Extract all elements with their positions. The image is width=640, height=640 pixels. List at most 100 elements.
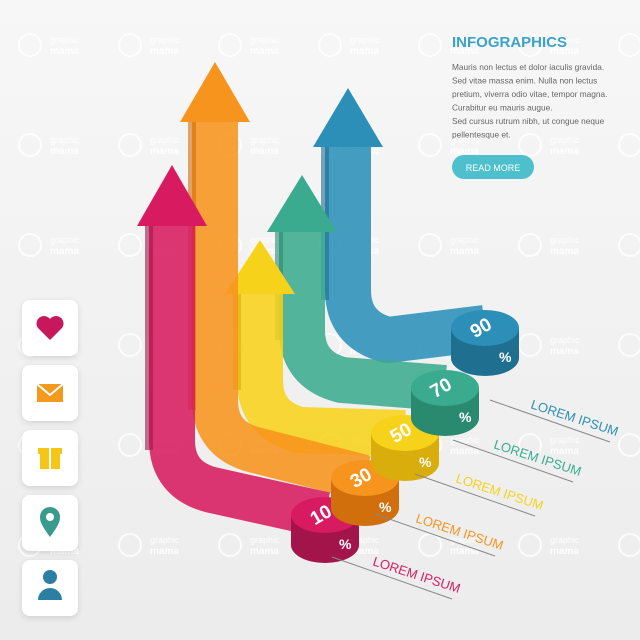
watermark-logo bbox=[618, 133, 640, 157]
watermark-logo bbox=[418, 33, 442, 57]
watermark-text: graphic bbox=[350, 35, 380, 45]
watermark-text: graphic bbox=[250, 535, 280, 545]
watermark-text: graphic bbox=[150, 135, 180, 145]
step-underline bbox=[374, 513, 496, 557]
watermark-logo bbox=[318, 33, 342, 57]
pin-icon bbox=[40, 507, 60, 537]
percent-sign: % bbox=[419, 454, 432, 470]
watermark-logo bbox=[118, 133, 142, 157]
watermark-text: mama bbox=[250, 46, 279, 57]
step-underline bbox=[331, 556, 453, 600]
watermark-text: mama bbox=[250, 146, 279, 157]
watermark-text: graphic bbox=[450, 135, 480, 145]
arrow-head bbox=[180, 62, 250, 122]
step-underline bbox=[452, 439, 574, 483]
paragraph-line: Sed cursus rutrum nibh, ut congue neque bbox=[452, 116, 605, 126]
gift-ribbon bbox=[49, 448, 51, 469]
watermark-logo bbox=[518, 533, 542, 557]
watermark-text: graphic bbox=[50, 35, 80, 45]
watermark-text: mama bbox=[450, 446, 479, 457]
watermark-text: graphic bbox=[150, 35, 180, 45]
cylinder-top bbox=[411, 370, 479, 406]
watermark-text: graphic bbox=[550, 535, 580, 545]
watermark-text: graphic bbox=[550, 235, 580, 245]
watermark-logo bbox=[18, 33, 42, 57]
watermark-text: mama bbox=[450, 146, 479, 157]
watermark-logo bbox=[518, 33, 542, 57]
cylinder: 90% bbox=[451, 310, 519, 376]
watermark-text: graphic bbox=[50, 135, 80, 145]
watermark-text: mama bbox=[150, 46, 179, 57]
watermark-logo bbox=[518, 133, 542, 157]
watermark-text: graphic bbox=[50, 235, 80, 245]
watermark-text: mama bbox=[450, 546, 479, 557]
arrow-band bbox=[192, 118, 371, 501]
watermark-text: mama bbox=[50, 46, 79, 57]
watermark-text: mama bbox=[450, 246, 479, 257]
icon-column bbox=[22, 300, 78, 616]
pin-hole bbox=[46, 513, 54, 521]
watermark-text: graphic bbox=[550, 35, 580, 45]
watermark-text: mama bbox=[150, 146, 179, 157]
watermark-logo bbox=[218, 533, 242, 557]
watermark-text: mama bbox=[550, 46, 579, 57]
arrow-band bbox=[279, 228, 447, 411]
watermark-logo bbox=[118, 533, 142, 557]
user-body bbox=[38, 588, 62, 600]
watermark-logo bbox=[518, 433, 542, 457]
percent-sign: % bbox=[379, 499, 392, 515]
watermark-text: graphic bbox=[550, 335, 580, 345]
arrow-band bbox=[149, 222, 330, 538]
watermark-text: mama bbox=[50, 246, 79, 257]
watermark-logo bbox=[518, 233, 542, 257]
watermark-logo bbox=[18, 133, 42, 157]
watermark-text: graphic bbox=[250, 135, 280, 145]
paragraph-line: Curabitur eu mauris augue. bbox=[452, 103, 553, 113]
cylinder-top bbox=[451, 310, 519, 346]
watermark-text: mama bbox=[250, 546, 279, 557]
step-underline bbox=[414, 473, 536, 517]
cylinder: 70% bbox=[411, 370, 479, 436]
watermark-text: graphic bbox=[150, 535, 180, 545]
read-more-button[interactable] bbox=[452, 155, 534, 179]
arrow-head bbox=[225, 240, 295, 294]
watermark-logo bbox=[118, 233, 142, 257]
watermark-logo bbox=[618, 533, 640, 557]
mail-flap bbox=[36, 383, 64, 397]
watermark-logo bbox=[218, 33, 242, 57]
watermark-text: mama bbox=[550, 546, 579, 557]
watermark-text: mama bbox=[50, 146, 79, 157]
watermark-logo bbox=[418, 133, 442, 157]
watermark-text: mama bbox=[550, 346, 579, 357]
step-underline bbox=[489, 399, 611, 443]
watermark-text: graphic bbox=[450, 35, 480, 45]
watermark-logo bbox=[618, 33, 640, 57]
watermark-text: mama bbox=[550, 146, 579, 157]
watermark-logo bbox=[618, 433, 640, 457]
watermark-text: mama bbox=[550, 446, 579, 457]
watermark-logo bbox=[18, 233, 42, 257]
watermark-text: graphic bbox=[550, 135, 580, 145]
paragraph-line: Mauris non lectus et dolor iaculis gravi… bbox=[452, 62, 604, 72]
watermark-text: mama bbox=[50, 546, 79, 557]
watermark-text: mama bbox=[450, 46, 479, 57]
watermark-text: mama bbox=[550, 246, 579, 257]
watermark-text: graphic bbox=[450, 435, 480, 445]
paragraph: Mauris non lectus et dolor iaculis gravi… bbox=[452, 62, 607, 140]
percent-sign: % bbox=[339, 536, 352, 552]
arrow-head bbox=[267, 175, 337, 232]
title: INFOGRAPHICS bbox=[452, 34, 567, 51]
watermark-text: graphic bbox=[550, 435, 580, 445]
watermark-logo bbox=[118, 433, 142, 457]
watermark-logo bbox=[418, 233, 442, 257]
heart-icon bbox=[36, 316, 64, 340]
percent-sign: % bbox=[459, 409, 472, 425]
user-head bbox=[43, 570, 57, 584]
paragraph-line: pretium, viverra odio vitae, tempor magn… bbox=[452, 89, 607, 99]
watermark-logo bbox=[118, 33, 142, 57]
button-label: READ MORE bbox=[466, 163, 521, 173]
paragraph-line: Sed vitae massa enim. Nulla non lectus bbox=[452, 76, 597, 86]
watermark-logo bbox=[618, 233, 640, 257]
watermark-logo bbox=[618, 333, 640, 357]
